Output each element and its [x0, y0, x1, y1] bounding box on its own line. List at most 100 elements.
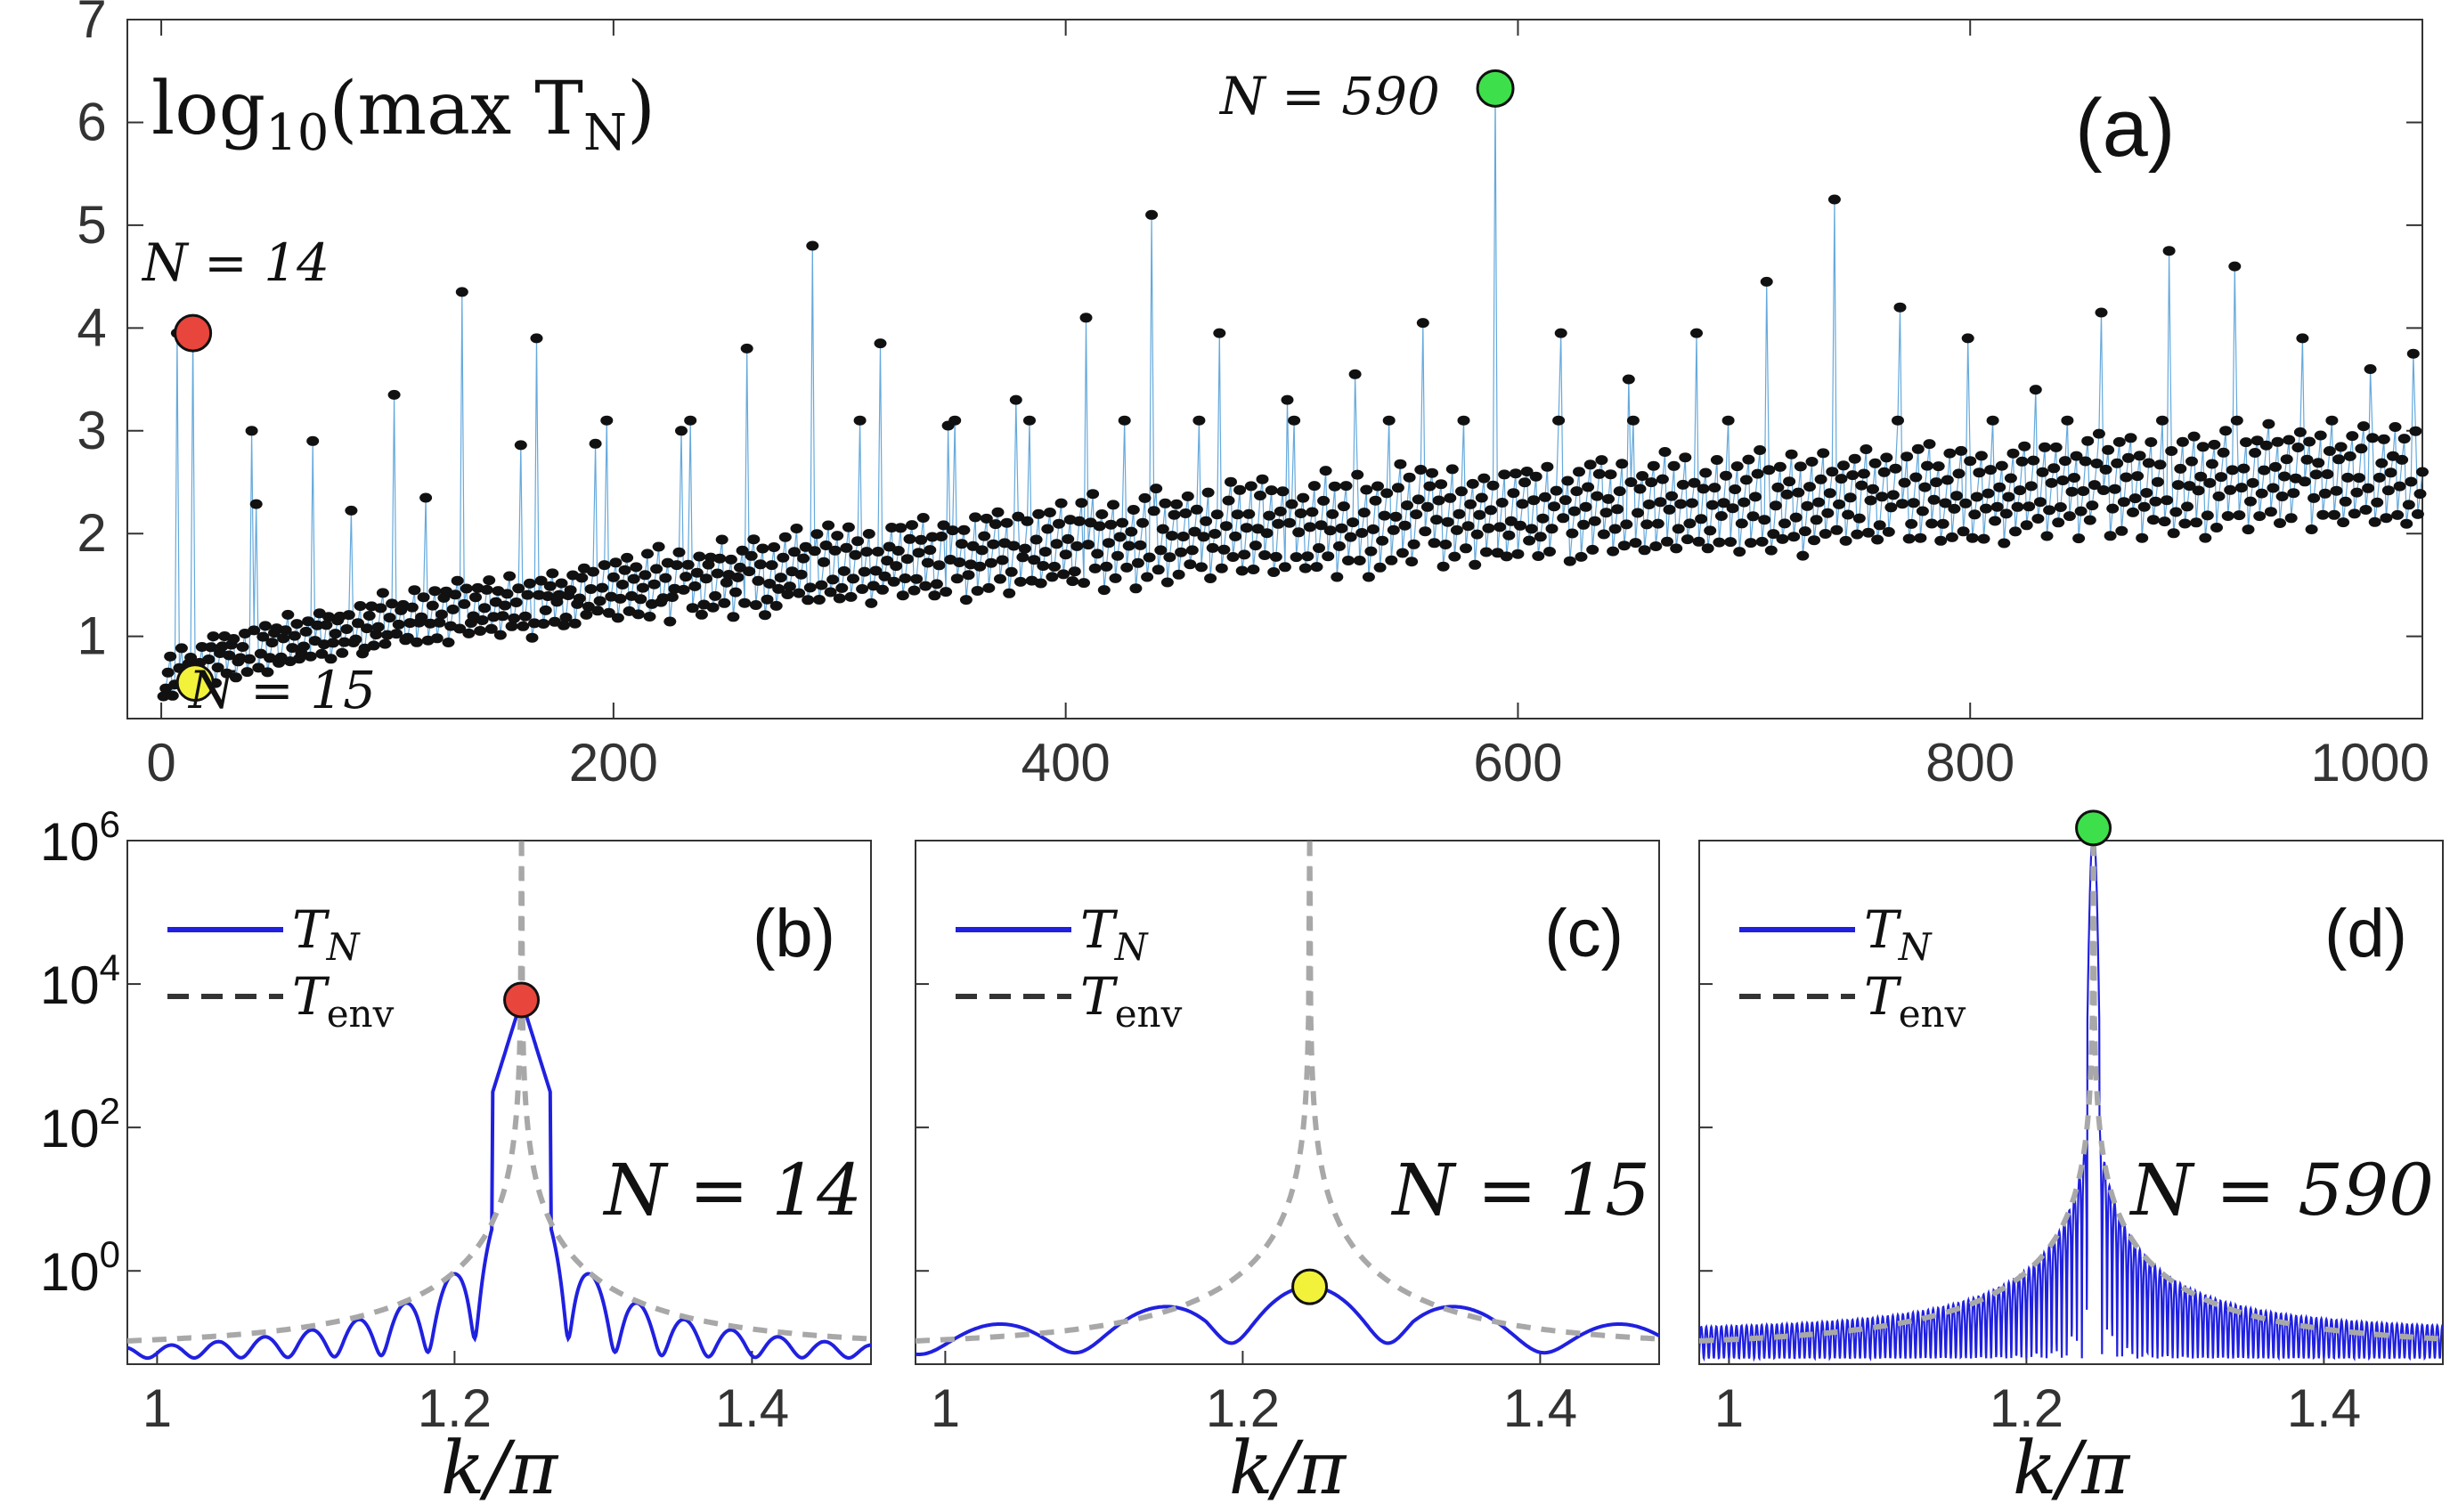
data-point: [930, 579, 943, 589]
data-point: [1613, 486, 1626, 497]
data-point: [2237, 463, 2250, 474]
data-point: [345, 505, 358, 516]
data-point: [2074, 506, 2088, 516]
data-point: [989, 519, 1002, 530]
data-point: [2325, 415, 2339, 426]
data-point: [749, 600, 762, 610]
data-point: [1941, 475, 1954, 485]
data-point: [1494, 522, 1507, 532]
data-point: [229, 672, 242, 683]
data-point: [1426, 467, 1438, 478]
data-point: [1353, 556, 1366, 565]
data-point: [1120, 562, 1134, 573]
data-point: [925, 532, 939, 542]
data-point: [1391, 483, 1404, 493]
data-point: [543, 581, 557, 591]
data-point: [1188, 526, 1201, 537]
data-point: [1591, 491, 1604, 501]
data-point: [2104, 531, 2117, 541]
data-point: [1764, 545, 1778, 556]
data-point: [1538, 492, 1551, 502]
data-point: [1970, 492, 1983, 502]
data-point: [1332, 541, 1346, 551]
data-point: [2040, 531, 2054, 541]
data-point: [1172, 569, 1185, 580]
highlighted-point-n590: [1476, 69, 1515, 108]
data-point: [1373, 562, 1387, 573]
curves: [127, 841, 871, 1361]
data-point: [1419, 526, 1432, 537]
x-axis-label: k/π: [2013, 1427, 2131, 1511]
data-point: [1730, 461, 1744, 472]
data-point: [896, 590, 909, 601]
data-point: [1507, 488, 1520, 499]
data-point: [1258, 550, 1272, 560]
data-point: [1936, 518, 1949, 529]
y-tick-label: 7: [77, 0, 106, 49]
data-point: [442, 638, 455, 647]
data-point: [1633, 484, 1647, 494]
data-point: [1240, 523, 1253, 533]
data-point: [2312, 458, 2325, 468]
data-point: [1857, 468, 1870, 479]
panel-a-series-line: [163, 88, 2423, 697]
data-point: [729, 587, 742, 597]
data-point: [2167, 528, 2180, 539]
data-point: [797, 553, 810, 564]
x-tick-label: 1.2: [418, 1378, 492, 1438]
data-point: [1210, 509, 1224, 520]
data-point: [1219, 521, 1233, 532]
data-point: [1093, 521, 1106, 532]
data-point: [1739, 475, 1753, 485]
curves: [1699, 841, 2443, 1362]
data-point: [558, 620, 570, 630]
data-point: [2020, 520, 2033, 531]
data-point: [1835, 474, 1848, 484]
data-point: [1319, 466, 1332, 476]
data-point: [1428, 538, 1441, 549]
data-point: [1943, 448, 1957, 459]
data-point: [1892, 415, 1904, 426]
data-point: [1249, 541, 1262, 551]
data-point: [591, 606, 605, 616]
data-point: [1873, 520, 1886, 531]
data-point: [1066, 576, 1079, 587]
data-point: [1909, 472, 1923, 483]
data-point: [1597, 529, 1610, 540]
data-point: [856, 584, 869, 594]
data-point: [1032, 508, 1046, 519]
data-point: [1160, 577, 1174, 588]
data-point: [1131, 557, 1144, 568]
data-point: [1617, 541, 1631, 551]
data-point: [342, 610, 355, 621]
data-point: [1095, 509, 1109, 519]
data-point: [1416, 318, 1429, 329]
data-point: [1789, 512, 1803, 523]
data-point: [1184, 559, 1197, 570]
data-point: [1721, 415, 1735, 426]
data-point: [509, 597, 523, 607]
data-point: [1573, 467, 1585, 477]
data-point: [2258, 465, 2271, 476]
data-point: [1307, 481, 1321, 492]
data-point: [1111, 550, 1124, 561]
data-point: [2120, 472, 2133, 483]
panel-a-title: log10(max TN): [151, 67, 655, 162]
data-point: [1688, 477, 1701, 488]
data-point: [1911, 443, 1925, 454]
data-point: [1023, 415, 1036, 426]
legend-label-tn: TN: [292, 899, 361, 969]
data-point: [2033, 497, 2047, 508]
data-point: [1396, 548, 1409, 558]
data-point: [2081, 435, 2095, 446]
data-point: [1469, 559, 1482, 570]
x-tick-label: 1000: [2311, 733, 2430, 793]
data-point: [616, 580, 629, 589]
data-point: [851, 536, 865, 547]
data-point: [598, 560, 611, 571]
data-point: [1695, 514, 1708, 524]
series-line-tn: [1699, 841, 2443, 1362]
data-point: [1054, 498, 1068, 508]
panel-a-data-points: [157, 194, 2429, 702]
data-point: [2190, 517, 2203, 528]
